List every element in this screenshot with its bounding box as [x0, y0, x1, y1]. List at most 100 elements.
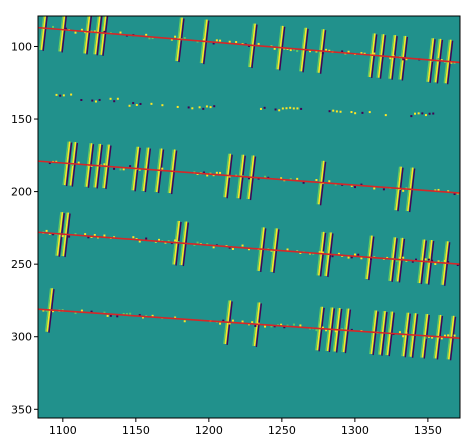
noise-dash	[119, 31, 122, 34]
noise-dash	[414, 112, 417, 115]
noise-dash	[280, 323, 283, 326]
noise-dash	[300, 107, 303, 110]
noise-dash	[424, 114, 427, 117]
noise-dash	[328, 49, 331, 52]
noise-dash	[183, 320, 186, 323]
noise-dash	[113, 100, 116, 103]
noise-dash	[187, 106, 190, 109]
noise-dash	[427, 258, 430, 261]
noise-dash	[341, 50, 344, 53]
stroke-mark-shadow	[319, 232, 327, 277]
noise-dash	[270, 325, 273, 328]
noise-dash	[145, 33, 148, 36]
noise-dash	[138, 168, 141, 171]
noise-dash	[74, 312, 77, 315]
noise-dash	[231, 319, 234, 322]
stroke-mark-shadow	[65, 142, 73, 187]
noise-dash	[424, 258, 427, 261]
noise-dash	[247, 248, 250, 251]
noise-dash	[151, 314, 154, 317]
noise-dash	[273, 47, 276, 50]
noise-dash	[264, 325, 267, 328]
noise-dash	[395, 188, 398, 191]
stroke-mark-shadow	[157, 149, 165, 194]
stroke-mark-shadow	[302, 28, 309, 73]
noise-dash	[263, 106, 266, 109]
stroke-mark-shadow	[175, 221, 182, 266]
noise-dash	[87, 236, 90, 239]
noise-dash	[48, 162, 51, 165]
noise-dash	[215, 39, 218, 42]
noise-dash	[212, 42, 215, 45]
noise-dash	[103, 163, 106, 166]
stroke-mark-shadow	[344, 309, 352, 354]
stroke-mark-shadow	[404, 313, 411, 358]
stroke-mark-shadow	[444, 242, 451, 286]
noise-dash	[402, 335, 405, 338]
noise-dash	[353, 186, 356, 189]
stroke-mark-shadow	[251, 24, 258, 69]
noise-dash	[132, 102, 135, 105]
stroke-mark-shadow	[134, 147, 141, 192]
stroke-mark-shadow	[273, 229, 280, 273]
noise-dash	[331, 255, 334, 258]
noise-dash	[398, 257, 401, 260]
noise-dash	[354, 112, 357, 115]
noise-dash	[321, 52, 324, 55]
stroke-mark-shadow	[71, 142, 79, 187]
y-tick-label: 250	[11, 258, 32, 271]
noise-dash	[350, 184, 353, 187]
x-tick-label: 1250	[268, 424, 296, 437]
noise-dash	[299, 324, 302, 327]
noise-dash	[283, 326, 286, 329]
noise-dash	[296, 107, 299, 110]
stroke-mark-shadow	[260, 228, 267, 272]
noise-dash	[80, 98, 83, 101]
noise-dash	[289, 49, 292, 52]
noise-dash	[437, 188, 440, 191]
y-tick-label: 300	[11, 331, 32, 344]
stroke-mark-shadow	[105, 145, 112, 190]
noise-dash	[440, 337, 443, 340]
stroke-mark-shadow	[182, 222, 190, 267]
noise-dash	[109, 97, 112, 100]
fit-line	[38, 308, 460, 339]
noise-dash	[98, 98, 101, 101]
fit-line-layer	[38, 26, 460, 339]
stroke-mark-shadow	[64, 213, 71, 258]
noise-dash	[398, 331, 401, 334]
noise-dash	[421, 112, 424, 115]
noise-dash	[341, 328, 344, 331]
noise-dash	[202, 107, 205, 110]
stroke-mark-shadow	[278, 26, 286, 71]
noise-dash	[158, 238, 161, 241]
noise-dash	[274, 108, 277, 111]
noise-dash	[174, 239, 177, 242]
stroke-mark-shadow	[379, 35, 387, 79]
noise-dash	[71, 164, 74, 167]
noise-dash	[347, 50, 350, 53]
noise-dash	[132, 236, 135, 239]
noise-dash	[432, 112, 435, 115]
noise-dash	[191, 107, 194, 110]
noise-dash	[231, 247, 234, 250]
noise-dash	[80, 28, 83, 31]
noise-dash	[325, 329, 328, 332]
noise-dash	[315, 50, 318, 53]
noise-dash	[437, 260, 440, 263]
noise-dash	[325, 48, 328, 51]
y-tick-label: 150	[11, 113, 32, 126]
noise-dash	[161, 167, 164, 170]
noise-dash	[219, 171, 222, 174]
noise-dash	[286, 248, 289, 251]
noise-dash	[417, 112, 420, 115]
noise-dash	[212, 246, 215, 249]
stroke-mark-shadow	[318, 307, 325, 352]
noise-dash	[447, 334, 450, 337]
noise-dash	[128, 104, 131, 107]
noise-dash	[337, 252, 340, 255]
noise-dash	[45, 309, 48, 312]
stroke-mark-shadow	[170, 150, 178, 195]
noise-dash	[219, 322, 222, 325]
x-axis: 1100 1150 1200 1250 1300 1350	[49, 418, 442, 437]
